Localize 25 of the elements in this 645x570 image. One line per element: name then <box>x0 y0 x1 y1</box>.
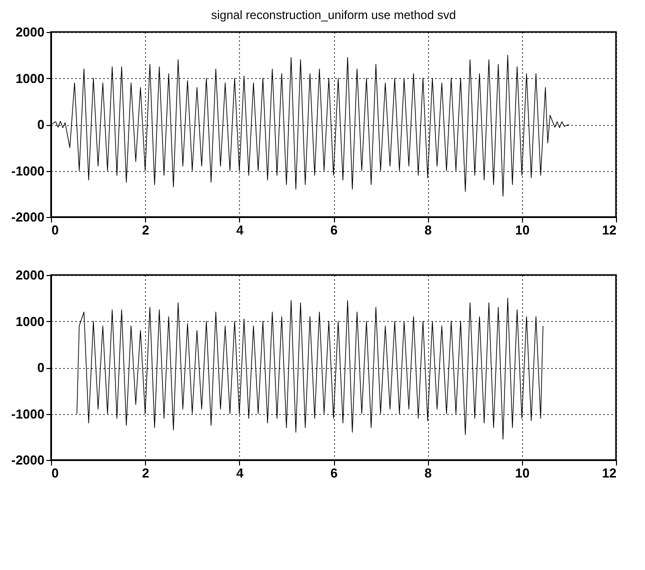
x-tick-label: 4 <box>236 466 244 480</box>
x-tick-label: 10 <box>515 222 530 238</box>
y-tick-label: 1000 <box>16 314 44 329</box>
y-tick-label: 1000 <box>16 70 44 86</box>
y-tick-label: 0 <box>37 117 44 132</box>
y-tick-label: 2000 <box>16 268 44 282</box>
x-tick-label: 2 <box>142 222 150 238</box>
x-tick-label: 4 <box>236 222 244 238</box>
x-tick-label: 6 <box>330 222 338 238</box>
x-tick-label: 8 <box>424 222 432 238</box>
chart-title: signal reconstruction_uniform use method svd <box>211 8 456 22</box>
y-tick-label: -2000 <box>11 210 44 224</box>
x-tick-label: 6 <box>330 466 338 480</box>
y-tick-label: -1000 <box>11 163 44 178</box>
y-tick-label: 0 <box>37 360 44 375</box>
y-tick-label: -2000 <box>11 452 44 468</box>
x-tick-label: 12 <box>602 466 616 480</box>
x-tick-label: 10 <box>515 466 530 480</box>
x-tick-label: 2 <box>142 466 150 480</box>
y-tick-label: 2000 <box>16 24 44 40</box>
x-tick-label: 0 <box>52 222 59 238</box>
x-tick-label: 0 <box>52 466 59 480</box>
x-tick-label: 8 <box>424 466 432 480</box>
x-tick-label: 12 <box>602 222 616 238</box>
y-tick-label: -1000 <box>11 406 44 422</box>
